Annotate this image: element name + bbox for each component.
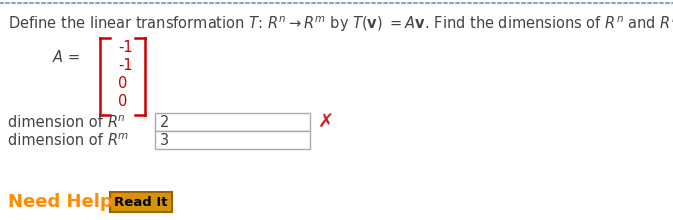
Text: R: R: [108, 114, 118, 130]
Bar: [155, 113, 310, 131]
Text: 2: 2: [160, 114, 170, 130]
Bar: [155, 131, 310, 149]
Text: Read It: Read It: [114, 196, 168, 209]
FancyBboxPatch shape: [110, 192, 172, 212]
Text: -1: -1: [118, 57, 133, 73]
Text: 0: 0: [118, 94, 127, 108]
Text: Need Help?: Need Help?: [8, 193, 123, 211]
Text: -1: -1: [118, 40, 133, 55]
Text: dimension of: dimension of: [8, 132, 108, 147]
Text: R: R: [108, 132, 118, 147]
Text: $A$ =: $A$ =: [52, 49, 80, 65]
Text: ✗: ✗: [318, 112, 334, 132]
Text: 0: 0: [118, 75, 127, 90]
Text: m: m: [118, 131, 128, 141]
Text: Define the linear transformation $\mathit{T}$: $R^n \rightarrow R^m$ by $\mathit: Define the linear transformation $\mathi…: [8, 14, 673, 34]
Text: 3: 3: [160, 132, 169, 147]
Text: dimension of: dimension of: [8, 114, 108, 130]
Text: n: n: [118, 113, 124, 123]
